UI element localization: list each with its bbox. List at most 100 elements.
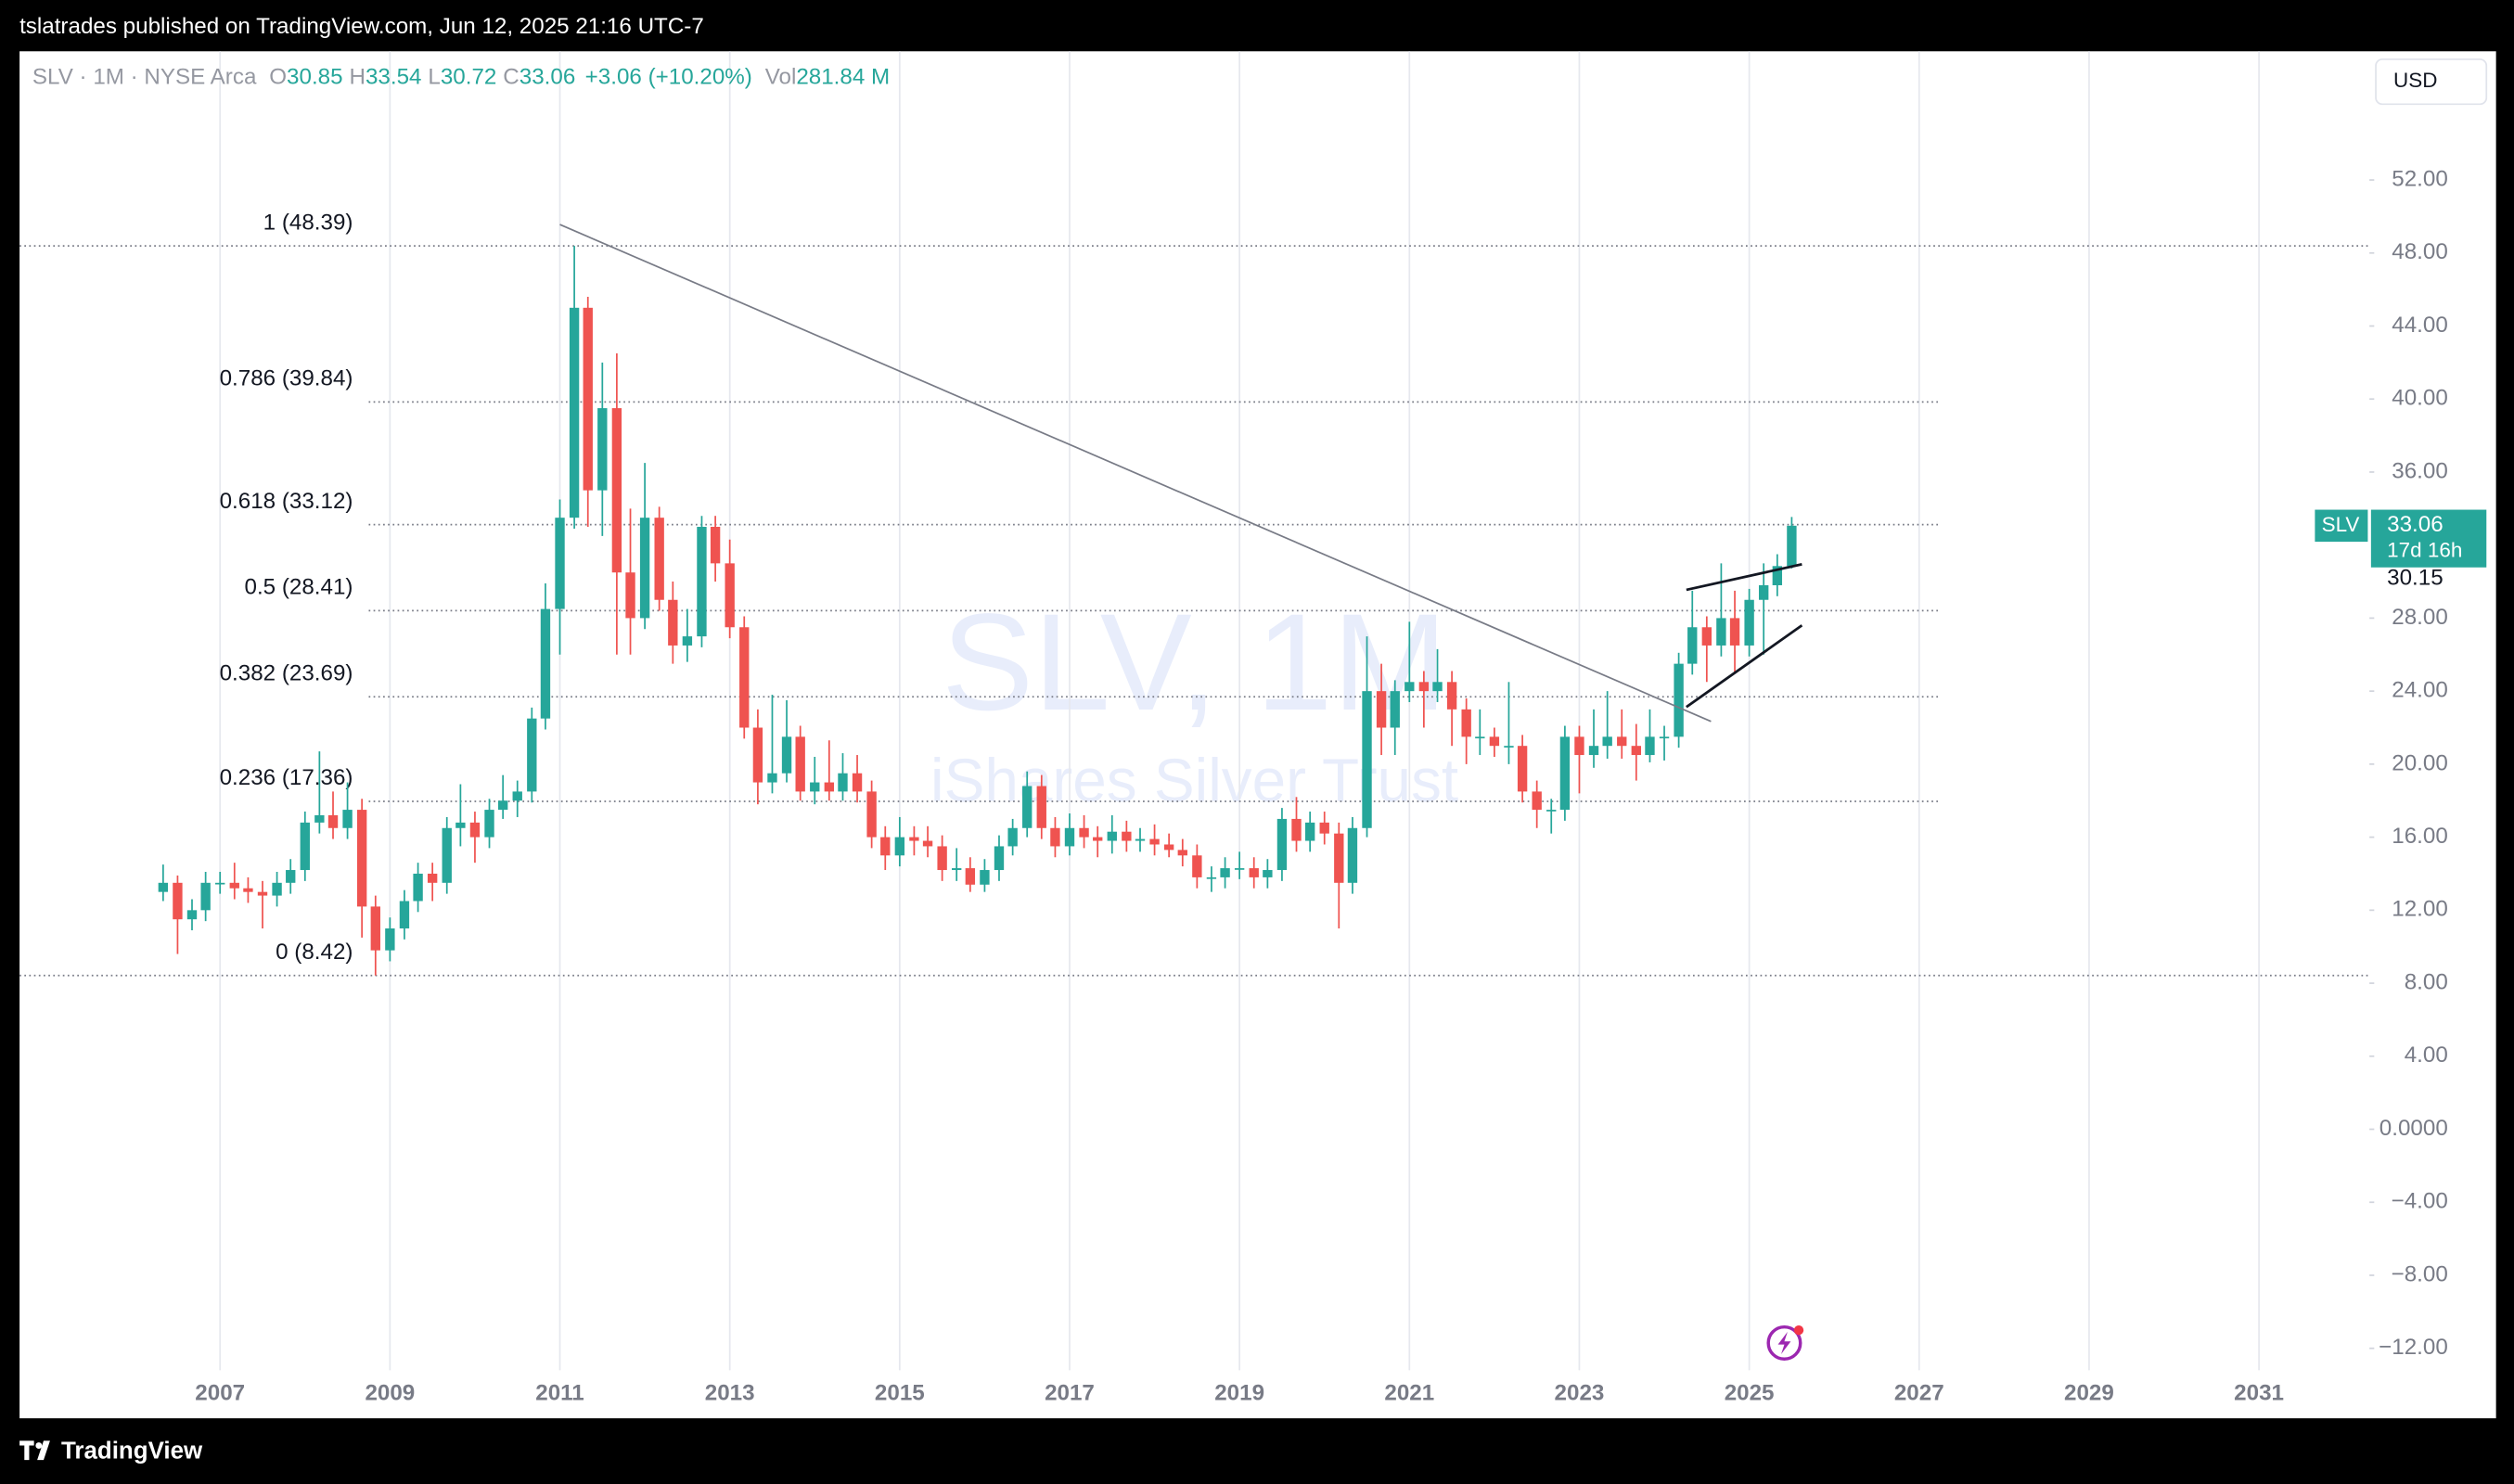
- x-tick-label: 2007: [195, 1381, 245, 1406]
- candle-body: [1122, 831, 1132, 841]
- trend-line: [1686, 624, 1803, 709]
- legend-item: 281.84 M: [796, 65, 890, 90]
- candle-body: [952, 868, 962, 871]
- candle-body: [668, 599, 678, 646]
- candle-body: [1064, 827, 1075, 847]
- y-tick-label: −4.00: [2392, 1189, 2448, 1214]
- x-tick-label: 2019: [1214, 1381, 1264, 1406]
- y-tick-label: 44.00: [2392, 313, 2448, 338]
- candle-body: [1729, 618, 1740, 646]
- y-tick-label: 16.00: [2392, 824, 2448, 849]
- legend-item: H: [350, 65, 366, 90]
- y-tick-label: 4.00: [2405, 1043, 2448, 1068]
- countdown-label: 17d 16h: [2387, 538, 2462, 561]
- candle-body: [1716, 618, 1726, 646]
- candle-body: [342, 810, 353, 828]
- candle-body: [173, 882, 183, 920]
- fib-level-label: 0.786 (39.84): [220, 366, 353, 391]
- last-price-label: 33.06: [2387, 512, 2443, 537]
- y-tick-label: 40.00: [2392, 386, 2448, 411]
- candle-body: [583, 307, 593, 491]
- y-tick-label: 28.00: [2392, 605, 2448, 630]
- x-tick-label: 2025: [1725, 1381, 1775, 1406]
- candle-body: [880, 837, 891, 856]
- candle-body: [1744, 599, 1754, 646]
- y-tick-label: 48.00: [2392, 239, 2448, 264]
- candle-body: [1674, 663, 1684, 737]
- fib-level-label: 0.382 (23.69): [220, 660, 353, 685]
- candle-body: [1432, 682, 1443, 692]
- fib-level-label: 0.618 (33.12): [220, 489, 353, 514]
- candle-body: [597, 408, 608, 491]
- candle-body: [569, 307, 580, 518]
- candle-body: [215, 882, 225, 885]
- candle-body: [922, 840, 933, 847]
- candle-body: [1461, 709, 1471, 737]
- candle-body: [838, 773, 848, 792]
- currency-label[interactable]: USD: [2393, 69, 2437, 92]
- legend-item: 30.72: [441, 65, 497, 90]
- candle-body: [512, 791, 522, 801]
- candle-body: [1291, 818, 1302, 841]
- y-tick-label: 0.0000: [2379, 1116, 2448, 1141]
- legend-item: 33.06: [519, 65, 576, 90]
- candle-body: [781, 736, 792, 774]
- candle-body: [852, 773, 863, 792]
- candle-body: [1532, 791, 1542, 811]
- candle-body: [654, 518, 664, 600]
- candle-body: [399, 901, 410, 929]
- candle-body: [682, 636, 693, 646]
- candle-body: [1645, 736, 1655, 756]
- x-tick-label: 2023: [1555, 1381, 1605, 1406]
- candle-body: [385, 928, 395, 951]
- legend-item: Vol: [765, 65, 797, 90]
- candle-body: [965, 868, 976, 885]
- candle-body: [611, 408, 622, 573]
- candle-body: [1376, 691, 1387, 728]
- alert-icon[interactable]: [1766, 1324, 1804, 1361]
- y-tick-label: −8.00: [2392, 1261, 2448, 1286]
- x-tick-label: 2013: [705, 1381, 755, 1406]
- candle-body: [1007, 827, 1018, 847]
- candle-body: [1418, 682, 1430, 692]
- candle-body: [257, 891, 268, 896]
- x-tick-label: 2029: [2064, 1381, 2114, 1406]
- candle-body: [810, 782, 820, 792]
- fib-level-label: 0.236 (17.36): [220, 765, 353, 790]
- candle-body: [427, 873, 438, 883]
- candle-body: [286, 870, 296, 883]
- candle-body: [1446, 682, 1457, 710]
- legend-item: C: [503, 65, 519, 90]
- candle-body: [1276, 818, 1288, 871]
- candle-body: [327, 814, 339, 828]
- legend-item: L: [428, 65, 440, 90]
- candle-body: [795, 736, 805, 792]
- candle-body: [1701, 627, 1712, 646]
- brand-name: TradingView: [61, 1438, 203, 1464]
- candle-body: [1304, 822, 1315, 841]
- currency-button[interactable]: USD: [2375, 58, 2488, 106]
- candle-body: [1617, 736, 1627, 747]
- candle-body: [1517, 746, 1528, 792]
- candle-body: [1772, 566, 1783, 585]
- candle-body: [497, 800, 508, 811]
- x-tick-label: 2021: [1384, 1381, 1434, 1406]
- candle-body: [639, 518, 650, 619]
- candle-body: [1149, 838, 1160, 845]
- legend-item: +3.06 (+10.20%): [585, 65, 752, 90]
- y-tick-label: 20.00: [2392, 750, 2448, 775]
- candle-body: [1135, 838, 1146, 841]
- candle-body: [1687, 627, 1698, 664]
- candle-body: [697, 527, 707, 637]
- y-tick-label: 36.00: [2392, 458, 2448, 483]
- legend-item: 30.85: [287, 65, 343, 90]
- candle-body: [1787, 525, 1797, 567]
- candle-body: [1093, 837, 1103, 841]
- candle-body: [455, 822, 466, 828]
- y-tick-label: 52.00: [2392, 166, 2448, 191]
- trend-line: [559, 224, 1712, 723]
- candle-body: [1079, 827, 1089, 838]
- candle-body: [200, 882, 211, 911]
